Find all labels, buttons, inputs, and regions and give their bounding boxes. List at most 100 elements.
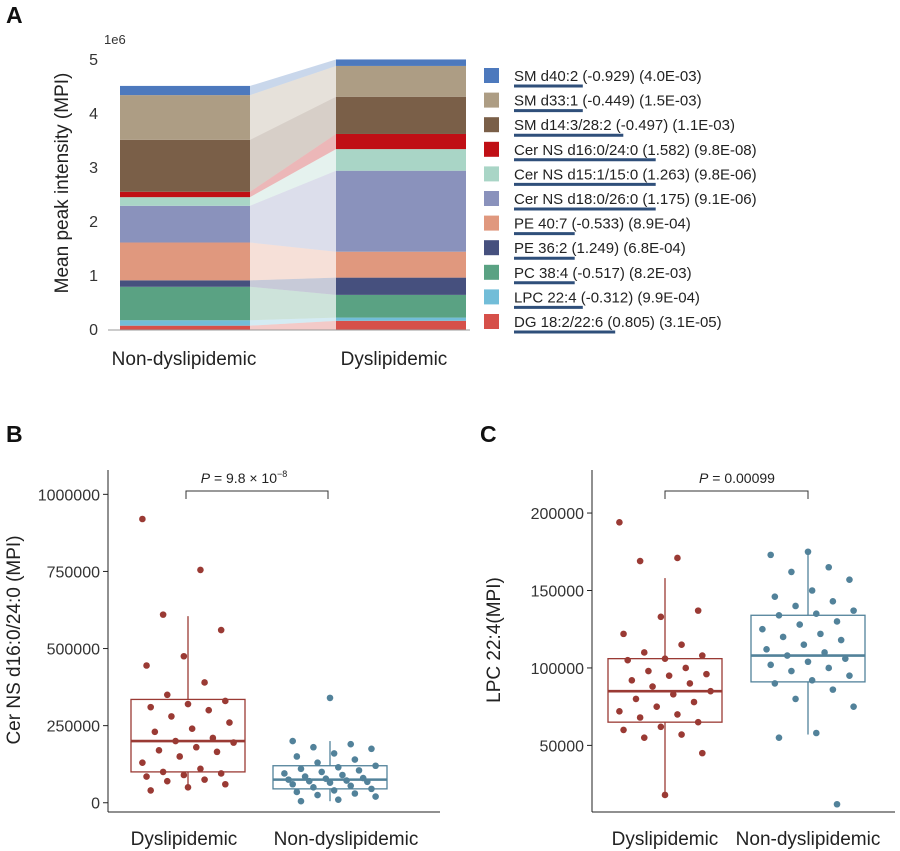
data-point bbox=[703, 670, 710, 678]
legend-swatch bbox=[484, 215, 499, 231]
connector-band bbox=[250, 277, 336, 295]
panel-a: A Mean peak intensity (MPI) 1e6 0 1 2 3 4 5 N… bbox=[6, 2, 757, 370]
data-point bbox=[771, 593, 779, 600]
panel-a-category-label: Dyslipidemic bbox=[341, 349, 448, 370]
data-point bbox=[188, 725, 196, 733]
data-point bbox=[699, 652, 706, 659]
data-point bbox=[201, 776, 208, 783]
data-point bbox=[850, 703, 857, 710]
stacked-bar-segment bbox=[120, 280, 250, 287]
data-point bbox=[636, 557, 644, 565]
panel-b-boxplots bbox=[130, 515, 388, 805]
data-point bbox=[763, 646, 770, 653]
data-point bbox=[163, 691, 171, 699]
data-point bbox=[837, 636, 845, 644]
data-point bbox=[788, 667, 795, 675]
data-point bbox=[674, 554, 681, 562]
legend-item: PC 38:4 (-0.517) (8.2E-03) bbox=[484, 264, 692, 285]
legend-label: SM d40:2 (-0.929) (4.0E-03) bbox=[514, 68, 702, 85]
legend-swatch bbox=[484, 314, 499, 329]
data-point bbox=[151, 728, 159, 736]
data-point bbox=[767, 661, 774, 669]
data-point bbox=[825, 664, 833, 672]
y-tick-label: 100000 bbox=[531, 661, 584, 678]
data-point bbox=[318, 768, 326, 776]
data-point bbox=[139, 759, 146, 766]
y-tick-label: 150000 bbox=[531, 583, 584, 600]
data-point bbox=[143, 773, 150, 780]
stacked-bar-segment bbox=[120, 320, 250, 326]
stacked-bar-segment bbox=[120, 191, 250, 198]
panel-b-p-value: P = 9.8 × 10−8 bbox=[201, 469, 288, 486]
data-point bbox=[314, 759, 321, 766]
legend-item: SM d40:2 (-0.929) (4.0E-03) bbox=[484, 68, 702, 88]
data-point bbox=[180, 652, 188, 660]
data-point bbox=[314, 791, 321, 799]
data-point bbox=[334, 763, 342, 771]
data-point bbox=[678, 641, 685, 649]
connector-band bbox=[250, 170, 336, 252]
data-point bbox=[636, 714, 644, 721]
panel-b-letter: B bbox=[6, 421, 23, 447]
data-point bbox=[305, 777, 313, 785]
data-point bbox=[143, 662, 150, 669]
data-point bbox=[804, 658, 812, 666]
data-point bbox=[804, 548, 812, 556]
connector-band bbox=[250, 149, 336, 206]
data-point bbox=[159, 611, 167, 618]
data-point bbox=[661, 791, 669, 799]
data-point bbox=[201, 679, 208, 686]
legend-label: PE 36:2 (1.249) (6.8E-04) bbox=[514, 240, 686, 257]
boxplot-0 bbox=[130, 515, 246, 794]
data-point bbox=[147, 703, 154, 711]
panel-b-category-label: Non-dyslipidemic bbox=[274, 829, 419, 850]
legend-swatch bbox=[484, 289, 499, 305]
legend-item: Cer NS d18:0/26:0 (1.175) (9.1E-06) bbox=[484, 191, 757, 211]
data-point bbox=[155, 747, 163, 754]
data-point bbox=[825, 563, 833, 571]
panel-c-p-value: P = 0.00099 bbox=[699, 470, 775, 486]
panel-c-boxplots bbox=[607, 519, 866, 808]
boxplot-0 bbox=[607, 519, 723, 799]
data-point bbox=[372, 793, 379, 800]
connector-band bbox=[250, 65, 336, 140]
data-point bbox=[775, 734, 783, 741]
panel-a-y-tick-label: 1 bbox=[89, 268, 98, 285]
data-point bbox=[649, 683, 656, 690]
data-point bbox=[326, 779, 334, 787]
panel-a-legend: SM d40:2 (-0.929) (4.0E-03) SM d33:1 (-0.… bbox=[484, 68, 757, 334]
panel-c-y-ticks: 50000 100000 150000 200000 bbox=[531, 506, 592, 755]
data-point bbox=[640, 649, 648, 656]
panel-b-y-axis-label: Cer NS d16:0/24:0 (MPI) bbox=[4, 535, 25, 744]
legend-swatch bbox=[484, 166, 499, 182]
data-point bbox=[343, 777, 350, 784]
data-point bbox=[297, 797, 305, 805]
data-point bbox=[289, 737, 296, 745]
legend-label: Cer NS d18:0/26:0 (1.175) (9.1E-06) bbox=[514, 191, 757, 208]
data-point bbox=[767, 551, 774, 559]
panel-a-y-tick-label: 4 bbox=[89, 106, 98, 123]
data-point bbox=[209, 734, 217, 742]
stacked-bar-segment bbox=[336, 96, 466, 134]
legend-swatch bbox=[484, 264, 499, 280]
data-point bbox=[217, 770, 225, 777]
stacked-bar-segment bbox=[120, 286, 250, 321]
data-point bbox=[674, 711, 681, 718]
connector-band bbox=[250, 286, 336, 321]
panel-a-letter: A bbox=[6, 2, 23, 28]
stacked-bar-segment bbox=[336, 277, 466, 295]
data-point bbox=[829, 598, 837, 605]
connector-band bbox=[250, 317, 336, 326]
data-point bbox=[163, 777, 171, 785]
data-point bbox=[624, 656, 631, 664]
legend-label: PE 40:7 (-0.533) (8.9E-04) bbox=[514, 216, 691, 233]
panel-c-significance-bracket: P = 0.00099 bbox=[664, 470, 809, 499]
data-point bbox=[197, 566, 204, 574]
data-point bbox=[213, 748, 221, 756]
data-point bbox=[788, 568, 795, 576]
data-point bbox=[817, 630, 824, 638]
data-point bbox=[347, 740, 355, 748]
connector-band bbox=[250, 320, 336, 330]
panel-a-stacked-bars bbox=[120, 59, 466, 330]
data-point bbox=[808, 677, 816, 684]
